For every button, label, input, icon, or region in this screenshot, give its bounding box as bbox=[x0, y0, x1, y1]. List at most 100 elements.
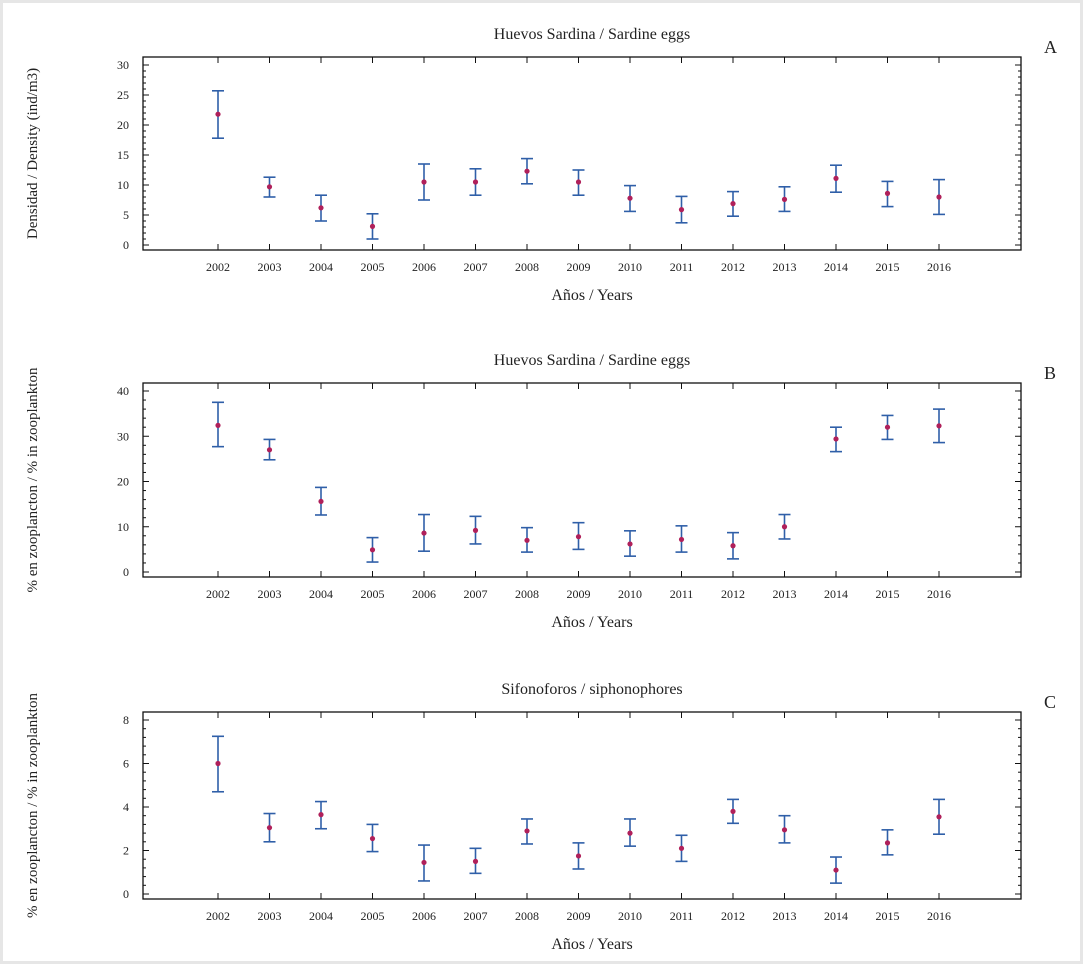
x-tick-label: 2015 bbox=[876, 260, 900, 274]
x-tick-label: 2002 bbox=[206, 587, 230, 601]
x-tick-label: 2009 bbox=[567, 587, 591, 601]
y-axis-label: Densidad / Density (ind/m3) bbox=[25, 68, 41, 239]
y-tick-label: 40 bbox=[117, 384, 129, 398]
error-bar bbox=[418, 163, 430, 201]
mean-point bbox=[369, 835, 376, 842]
error-bar bbox=[469, 515, 482, 545]
x-tick-label: 2007 bbox=[464, 260, 488, 274]
error-bar bbox=[933, 798, 945, 835]
x-tick-label: 2007 bbox=[464, 587, 488, 601]
x-tick-label: 2014 bbox=[824, 587, 848, 601]
mean-point bbox=[318, 498, 324, 505]
error-bar bbox=[212, 735, 224, 793]
mean-point bbox=[627, 541, 633, 547]
mean-point bbox=[730, 201, 736, 207]
mean-point bbox=[678, 207, 685, 213]
x-tick-label: 2016 bbox=[927, 909, 951, 923]
error-bar bbox=[521, 818, 533, 845]
x-tick-label: 2005 bbox=[361, 260, 385, 274]
x-tick-label: 2010 bbox=[618, 260, 642, 274]
x-axis-label: Años / Years bbox=[551, 287, 632, 304]
error-bar bbox=[727, 798, 739, 825]
error-bar bbox=[418, 844, 430, 882]
error-bar bbox=[830, 164, 842, 193]
error-bar bbox=[263, 812, 276, 843]
plot-frame bbox=[142, 56, 1022, 251]
mean-point bbox=[730, 808, 736, 814]
x-tick-label: 2006 bbox=[412, 260, 436, 274]
x-tick-label: 2008 bbox=[515, 260, 539, 274]
y-tick-label: 20 bbox=[117, 475, 129, 489]
x-tick-label: 2005 bbox=[361, 587, 385, 601]
x-tick-label: 2009 bbox=[567, 260, 591, 274]
mean-point bbox=[472, 858, 479, 864]
x-tick-label: 2013 bbox=[773, 587, 797, 601]
mean-point bbox=[575, 853, 582, 859]
x-tick-label: 2013 bbox=[773, 260, 797, 274]
mean-point bbox=[524, 828, 530, 834]
x-tick-label: 2014 bbox=[824, 260, 848, 274]
y-tick-label: 20 bbox=[117, 118, 129, 132]
x-axis-label: Años / Years bbox=[551, 614, 632, 631]
error-bar bbox=[933, 178, 945, 216]
x-tick-label: 2014 bbox=[824, 909, 848, 923]
error-bar bbox=[521, 526, 533, 553]
mean-point bbox=[833, 175, 839, 181]
panel-b: Huevos Sardina / Sardine eggs B % en zoopl… bbox=[25, 352, 1056, 631]
mean-point bbox=[833, 436, 839, 442]
y-tick-label: 0 bbox=[123, 238, 129, 252]
mean-point bbox=[215, 422, 221, 428]
error-bar bbox=[469, 168, 482, 196]
x-tick-label: 2016 bbox=[927, 260, 951, 274]
mean-point bbox=[215, 760, 221, 767]
x-tick-label: 2015 bbox=[876, 909, 900, 923]
error-bar bbox=[624, 184, 636, 213]
x-tick-label: 2008 bbox=[515, 909, 539, 923]
error-bar bbox=[881, 180, 894, 208]
error-bar bbox=[263, 176, 276, 198]
error-bar bbox=[572, 842, 585, 870]
x-axis-label: Años / Years bbox=[551, 936, 632, 953]
panel-letter: A bbox=[1044, 37, 1057, 57]
error-bar bbox=[418, 513, 430, 552]
mean-point bbox=[318, 205, 324, 211]
panel-a: Huevos Sardina / Sardine eggs A Densidad /… bbox=[25, 26, 1057, 304]
y-axis-label: % en zooplancton / % in zooplankton bbox=[25, 693, 41, 918]
x-tick-label: 2005 bbox=[361, 909, 385, 923]
mean-point bbox=[318, 812, 324, 818]
mean-point bbox=[421, 530, 427, 536]
error-bar bbox=[675, 525, 688, 553]
chart-title: Sifonoforos / siphonophores bbox=[501, 681, 682, 698]
x-tick-label: 2015 bbox=[876, 587, 900, 601]
x-tick-label: 2011 bbox=[670, 909, 694, 923]
error-bar bbox=[881, 829, 894, 856]
error-bar bbox=[778, 513, 791, 540]
error-bar bbox=[315, 800, 327, 830]
x-tick-label: 2004 bbox=[309, 587, 333, 601]
mean-point bbox=[266, 447, 273, 453]
y-tick-label: 4 bbox=[123, 800, 129, 814]
mean-point bbox=[421, 179, 427, 185]
y-tick-label: 25 bbox=[117, 88, 129, 102]
chart-title: Huevos Sardina / Sardine eggs bbox=[494, 26, 690, 43]
x-tick-label: 2002 bbox=[206, 260, 230, 274]
y-tick-label: 2 bbox=[123, 844, 129, 858]
x-tick-label: 2012 bbox=[721, 587, 745, 601]
mean-point bbox=[781, 196, 788, 202]
mean-point bbox=[678, 536, 685, 543]
mean-point bbox=[215, 111, 221, 117]
error-bar bbox=[315, 194, 327, 222]
x-tick-label: 2013 bbox=[773, 909, 797, 923]
error-bar bbox=[830, 856, 842, 884]
x-tick-label: 2003 bbox=[258, 909, 282, 923]
x-tick-label: 2004 bbox=[309, 909, 333, 923]
error-bar bbox=[727, 531, 739, 560]
error-bar bbox=[778, 814, 791, 844]
error-bar bbox=[933, 408, 945, 444]
x-tick-label: 2006 bbox=[412, 909, 436, 923]
error-bar bbox=[212, 401, 224, 448]
error-bar bbox=[572, 169, 585, 196]
mean-point bbox=[575, 534, 582, 540]
error-bar bbox=[675, 195, 688, 224]
error-bar bbox=[212, 90, 224, 139]
